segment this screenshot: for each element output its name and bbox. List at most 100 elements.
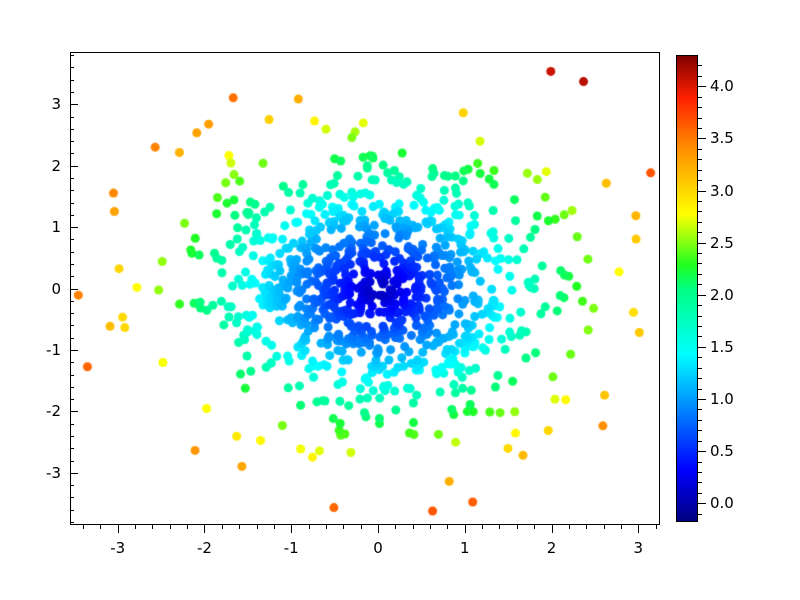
colorbar-tick-minor: [698, 326, 702, 328]
colorbar-tick-label: 1.5: [710, 337, 734, 356]
colorbar-tick-minor: [698, 107, 702, 109]
scatter-points-canvas: [71, 53, 659, 524]
x-tick-minor: [447, 525, 449, 529]
colorbar-tick-minor: [698, 159, 702, 161]
x-tick-label: 0: [373, 539, 383, 557]
colorbar-tick-minor: [698, 461, 702, 463]
colorbar-tick-label: 4.0: [710, 77, 734, 96]
colorbar-tick-label: 0.0: [710, 494, 734, 513]
y-tick-minor: [70, 460, 74, 462]
colorbar-tick-minor: [698, 284, 702, 286]
x-tick-major: [464, 525, 466, 533]
colorbar-tick-major: [698, 138, 706, 140]
x-tick-minor: [499, 525, 501, 529]
y-tick-major: [70, 411, 78, 413]
x-tick-minor: [308, 525, 310, 529]
x-tick-minor: [534, 525, 536, 529]
x-tick-major: [117, 525, 119, 533]
colorbar[interactable]: 0.0 0.5 1.0 1.5 2.0 2.5 3.0 3.5 4.0: [676, 55, 734, 522]
y-tick-minor: [70, 202, 74, 204]
y-tick-major: [70, 227, 78, 229]
colorbar-tick-minor: [698, 388, 702, 390]
y-tick-minor: [70, 239, 74, 241]
x-tick-major: [204, 525, 206, 533]
x-tick-label: -3: [110, 539, 126, 557]
colorbar-gradient: [676, 55, 698, 522]
x-tick-label: -1: [283, 539, 299, 557]
colorbar-tick-minor: [698, 232, 702, 234]
colorbar-tick-minor: [698, 315, 702, 317]
x-tick-minor: [655, 525, 657, 529]
y-tick-label: 2: [51, 156, 61, 175]
x-tick-minor: [273, 525, 275, 529]
colorbar-tick-minor: [698, 200, 702, 202]
x-tick-minor: [603, 525, 605, 529]
x-tick-major: [291, 525, 293, 533]
x-tick-minor: [586, 525, 588, 529]
colorbar-tick-minor: [698, 482, 702, 484]
y-tick-minor: [70, 374, 74, 376]
x-tick-minor: [620, 525, 622, 529]
colorbar-tick-label: 2.0: [710, 285, 734, 304]
x-tick-minor: [516, 525, 518, 529]
y-tick-major: [70, 472, 78, 474]
x-tick-major: [638, 525, 640, 533]
colorbar-tick-minor: [698, 305, 702, 307]
colorbar-tick-label: 0.5: [710, 442, 734, 461]
colorbar-tick-minor: [698, 65, 702, 67]
y-tick-label: 1: [51, 218, 61, 237]
colorbar-tick-major: [698, 503, 706, 505]
colorbar-tick-minor: [698, 273, 702, 275]
x-tick-minor: [135, 525, 137, 529]
colorbar-tick-minor: [698, 471, 702, 473]
y-tick-minor: [70, 509, 74, 511]
y-tick-minor: [70, 214, 74, 216]
y-tick-minor: [70, 362, 74, 364]
x-tick-minor: [360, 525, 362, 529]
y-tick-minor: [70, 337, 74, 339]
x-tick-major: [551, 525, 553, 533]
x-tick-minor: [395, 525, 397, 529]
x-tick-minor: [412, 525, 414, 529]
colorbar-tick-minor: [698, 430, 702, 432]
y-tick-major: [70, 288, 78, 290]
plot-axes[interactable]: [70, 52, 660, 525]
colorbar-tick-major: [698, 398, 706, 400]
y-tick-minor: [70, 91, 74, 93]
colorbar-tick-minor: [698, 378, 702, 380]
x-tick-minor: [256, 525, 258, 529]
x-tick-minor: [100, 525, 102, 529]
x-tick-minor: [187, 525, 189, 529]
y-tick-minor: [70, 67, 74, 69]
y-tick-minor: [70, 521, 74, 523]
y-tick-minor: [70, 153, 74, 155]
x-tick-label: -2: [197, 539, 212, 557]
colorbar-tick-major: [698, 294, 706, 296]
colorbar-tick-minor: [698, 336, 702, 338]
y-tick-major: [70, 165, 78, 167]
x-tick-minor: [430, 525, 432, 529]
x-tick-minor: [482, 525, 484, 529]
colorbar-tick-minor: [698, 409, 702, 411]
y-tick-minor: [70, 448, 74, 450]
colorbar-tick-minor: [698, 367, 702, 369]
y-tick-minor: [70, 190, 74, 192]
y-tick-label: -2: [46, 402, 61, 421]
y-tick-minor: [70, 55, 74, 57]
y-tick-label: 3: [51, 95, 61, 114]
colorbar-tick-minor: [698, 419, 702, 421]
colorbar-tick-minor: [698, 513, 702, 515]
x-tick-minor: [169, 525, 171, 529]
y-tick-minor: [70, 325, 74, 327]
y-tick-minor: [70, 79, 74, 81]
colorbar-tick-minor: [698, 211, 702, 213]
colorbar-tick-minor: [698, 75, 702, 77]
colorbar-tick-label: 3.0: [710, 181, 734, 200]
colorbar-tick-minor: [698, 253, 702, 255]
y-tick-minor: [70, 313, 74, 315]
x-tick-minor: [325, 525, 327, 529]
y-tick-minor: [70, 423, 74, 425]
colorbar-tick-minor: [698, 127, 702, 129]
y-tick-minor: [70, 276, 74, 278]
colorbar-tick-major: [698, 242, 706, 244]
